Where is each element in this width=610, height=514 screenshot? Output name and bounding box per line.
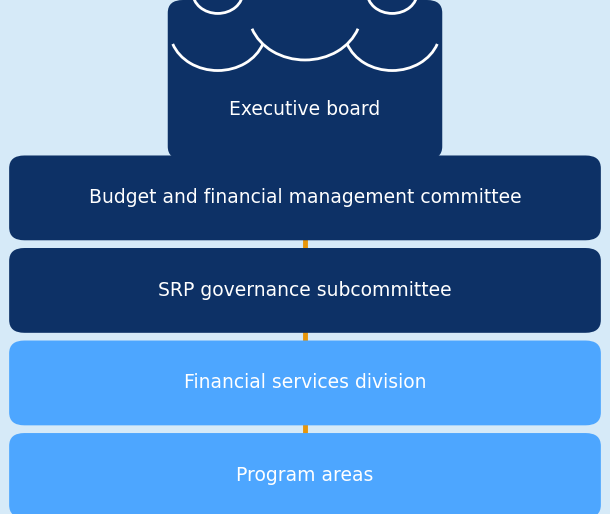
FancyBboxPatch shape xyxy=(168,0,442,159)
Text: Budget and financial management committee: Budget and financial management committe… xyxy=(88,189,522,207)
Text: SRP governance subcommittee: SRP governance subcommittee xyxy=(158,281,452,300)
Text: Financial services division: Financial services division xyxy=(184,374,426,392)
Text: Program areas: Program areas xyxy=(236,466,374,485)
FancyBboxPatch shape xyxy=(9,248,601,333)
Text: Executive board: Executive board xyxy=(229,100,381,119)
FancyBboxPatch shape xyxy=(9,433,601,514)
FancyBboxPatch shape xyxy=(9,155,601,241)
FancyBboxPatch shape xyxy=(9,340,601,426)
